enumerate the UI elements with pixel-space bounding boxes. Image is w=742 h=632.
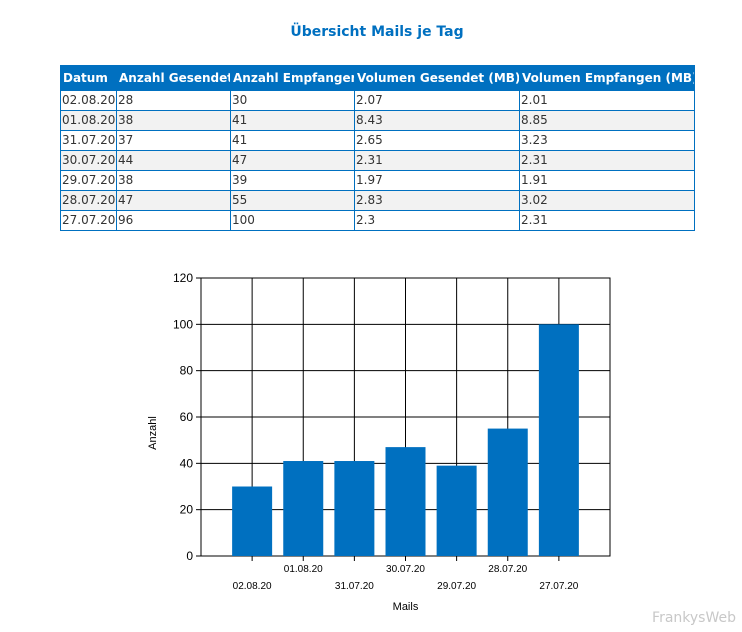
y-tick-label: 60: [180, 410, 194, 424]
watermark: FrankysWeb: [652, 610, 736, 626]
table-cell: 1.91: [519, 170, 695, 191]
y-tick-label: 80: [180, 364, 194, 378]
table-row: 31.07.20 37 41 2.65 3.23: [60, 130, 695, 151]
table-row: 29.07.20 38 39 1.97 1.91: [60, 170, 695, 191]
bar: [436, 465, 477, 556]
table-cell: 41: [230, 110, 355, 131]
x-axis-title: Mails: [393, 601, 419, 613]
bar: [334, 461, 375, 556]
table-cell: 2.3: [354, 210, 520, 231]
x-tick-label: 30.07.20: [386, 564, 425, 575]
table-cell: 3.23: [519, 130, 695, 151]
bars-layer: [232, 324, 579, 556]
x-tick-label: 27.07.20: [539, 581, 578, 592]
y-tick-label: 20: [180, 503, 194, 517]
table-cell: 38: [116, 110, 231, 131]
x-tick-label: 02.08.20: [233, 581, 272, 592]
y-tick-label: 40: [180, 456, 194, 470]
table-cell: 1.97: [354, 170, 520, 191]
table-cell: 02.08.20: [60, 90, 117, 111]
table-cell: 28.07.20: [60, 190, 117, 211]
x-tick-label: 29.07.20: [437, 581, 476, 592]
table-cell: 28: [116, 90, 231, 111]
x-tick-label: 28.07.20: [488, 564, 527, 575]
table-row: 30.07.20 44 47 2.31 2.31: [60, 150, 695, 171]
table-cell: 27.07.20: [60, 210, 117, 231]
header-datum: Datum: [60, 65, 117, 91]
header-volumen-empfangen: Volumen Empfangen (MB): [519, 65, 695, 91]
table-cell: 31.07.20: [60, 130, 117, 151]
table-cell: 30.07.20: [60, 150, 117, 171]
table-cell: 2.31: [519, 210, 695, 231]
table-cell: 44: [116, 150, 231, 171]
x-tick-label: 31.07.20: [335, 581, 374, 592]
y-tick-label: 0: [186, 549, 193, 563]
table-cell: 39: [230, 170, 355, 191]
table-cell: 47: [116, 190, 231, 211]
table-cell: 38: [116, 170, 231, 191]
table-cell: 2.31: [519, 150, 695, 171]
table-cell: 47: [230, 150, 355, 171]
bar: [283, 461, 324, 556]
table-row: 27.07.20 96 100 2.3 2.31: [60, 210, 695, 231]
table-cell: 01.08.20: [60, 110, 117, 131]
y-tick-label: 120: [173, 271, 193, 285]
table-cell: 8.43: [354, 110, 520, 131]
table-cell: 29.07.20: [60, 170, 117, 191]
table-cell: 55: [230, 190, 355, 211]
header-anzahl-empfangen: Anzahl Empfangen: [230, 65, 355, 91]
x-tick-label: 01.08.20: [284, 564, 323, 575]
table-row: 01.08.20 38 41 8.43 8.85: [60, 110, 695, 131]
table-cell: 2.83: [354, 190, 520, 211]
table-cell: 2.01: [519, 90, 695, 111]
bar: [538, 324, 579, 556]
table-cell: 41: [230, 130, 355, 151]
axes-layer: 0 20 40 60 80 100 120 02.08.20 01.08.20 31.07.20 3…: [173, 271, 579, 592]
table-row: 28.07.20 47 55 2.83 3.02: [60, 190, 695, 211]
table-cell: 8.85: [519, 110, 695, 131]
table-cell: 30: [230, 90, 355, 111]
y-tick-label: 100: [173, 317, 193, 331]
bar: [232, 486, 273, 556]
table-cell: 96: [116, 210, 231, 231]
table-header-row: Datum Anzahl Gesendet Anzahl Empfangen V…: [60, 65, 695, 91]
bar: [385, 447, 426, 556]
table-row: 02.08.20 28 30 2.07 2.01: [60, 90, 695, 111]
chart-canvas: 0 20 40 60 80 100 120 02.08.20 01.08.20 31.07.20 3…: [147, 271, 611, 613]
table-cell: 2.65: [354, 130, 520, 151]
table-cell: 37: [116, 130, 231, 151]
mail-summary-table: Datum Anzahl Gesendet Anzahl Empfangen V…: [60, 65, 695, 231]
table-cell: 100: [230, 210, 355, 231]
mail-bar-chart: 0 20 40 60 80 100 120 02.08.20 01.08.20 31.07.20 3…: [0, 262, 742, 622]
header-volumen-gesendet: Volumen Gesendet (MB): [354, 65, 520, 91]
table-cell: 2.07: [354, 90, 520, 111]
y-axis-title: Anzahl: [147, 416, 159, 450]
bar: [487, 428, 528, 556]
table-cell: 3.02: [519, 190, 695, 211]
table-cell: 2.31: [354, 150, 520, 171]
header-anzahl-gesendet: Anzahl Gesendet: [116, 65, 231, 91]
report-title: Übersicht Mails je Tag: [290, 24, 464, 40]
